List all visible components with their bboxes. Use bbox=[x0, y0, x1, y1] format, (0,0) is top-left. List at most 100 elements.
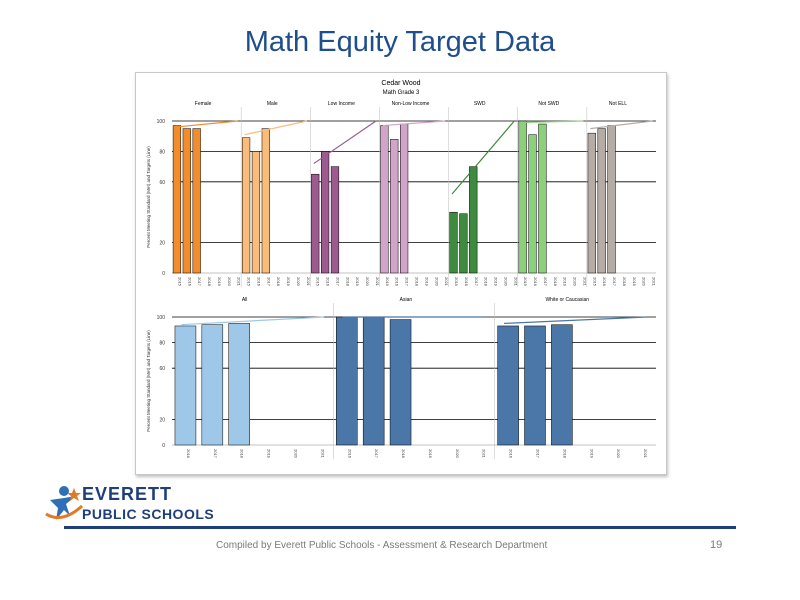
x-tick-label: 2017 bbox=[474, 277, 479, 287]
x-tick-label: 2019 bbox=[563, 277, 568, 287]
y-axis-label: Percent Meeting Standard (Met) and Targe… bbox=[146, 330, 151, 432]
target-line bbox=[181, 316, 324, 326]
x-tick-label: 2019 bbox=[267, 449, 272, 459]
x-tick-label: 2020 bbox=[296, 277, 301, 287]
logo-text-everett: EVERETT bbox=[82, 484, 173, 504]
bar bbox=[228, 323, 250, 446]
bar bbox=[174, 325, 197, 446]
x-tick-label: 2018 bbox=[345, 277, 350, 287]
x-tick-label: 2016 bbox=[395, 277, 400, 287]
x-tick-label: 2015 bbox=[177, 277, 182, 287]
x-tick-label: 2019 bbox=[355, 277, 360, 287]
x-tick-label: 2020 bbox=[227, 277, 232, 287]
bar bbox=[336, 316, 358, 446]
group-label: Female bbox=[195, 101, 212, 107]
x-tick-label: 2017 bbox=[612, 277, 617, 287]
x-tick-label: 2016 bbox=[533, 277, 538, 287]
x-tick-label: 2017 bbox=[335, 277, 340, 287]
x-tick-label: 2021 bbox=[237, 277, 242, 287]
x-tick-label: 2019 bbox=[424, 277, 429, 287]
bar bbox=[497, 325, 519, 446]
x-tick-label: 2015 bbox=[385, 277, 390, 287]
target-line bbox=[244, 120, 307, 136]
bar bbox=[201, 324, 224, 446]
x-tick-label: 2018 bbox=[240, 449, 245, 459]
group-label: White or Caucasian bbox=[545, 297, 589, 303]
x-tick-label: 2016 bbox=[464, 277, 469, 287]
x-tick-label: 2018 bbox=[415, 277, 420, 287]
x-tick-label: 2015 bbox=[592, 277, 597, 287]
bar bbox=[330, 166, 340, 274]
bar bbox=[518, 120, 527, 274]
x-tick-label: 2017 bbox=[197, 277, 202, 287]
y-tick-label: 100 bbox=[157, 119, 166, 125]
chart-subtitle: Math Grade 3 bbox=[383, 90, 420, 96]
group-label: Non-Low Income bbox=[392, 101, 430, 107]
x-tick-label: 2019 bbox=[589, 449, 594, 459]
x-tick-label: 2018 bbox=[276, 277, 281, 287]
y-tick-label: 100 bbox=[157, 315, 166, 321]
page-number: 19 bbox=[710, 539, 723, 551]
x-tick-label: 2017 bbox=[266, 277, 271, 287]
bar bbox=[469, 166, 478, 274]
bar bbox=[380, 125, 389, 274]
x-tick-label: 2020 bbox=[455, 449, 460, 459]
x-tick-label: 2020 bbox=[294, 449, 299, 459]
x-tick-label: 2018 bbox=[553, 277, 558, 287]
group-label: SWD bbox=[474, 101, 486, 107]
y-axis-label: Percent Meeting Standard (Met) and Targe… bbox=[146, 146, 151, 248]
y-tick-label: 60 bbox=[159, 366, 165, 372]
x-tick-label: 2016 bbox=[347, 449, 352, 459]
group-label: Not ELL bbox=[609, 101, 627, 107]
bar bbox=[449, 211, 458, 274]
x-tick-label: 2015 bbox=[247, 277, 252, 287]
x-tick-label: 2019 bbox=[494, 277, 499, 287]
x-tick-label: 2019 bbox=[428, 449, 433, 459]
bar bbox=[362, 316, 385, 446]
bar bbox=[389, 319, 412, 446]
chart-title: Cedar Wood bbox=[381, 80, 420, 87]
x-tick-label: 2016 bbox=[602, 277, 607, 287]
x-tick-label: 2019 bbox=[286, 277, 291, 287]
x-tick-label: 2020 bbox=[616, 449, 621, 459]
equity-chart-frame: Cedar Wood Math Grade 3 Percent Meeting St… bbox=[135, 72, 667, 475]
bar bbox=[182, 128, 191, 274]
x-tick-label: 2016 bbox=[326, 277, 331, 287]
bar bbox=[400, 123, 409, 274]
x-tick-label: 2018 bbox=[207, 277, 212, 287]
target-line bbox=[175, 120, 238, 128]
y-tick-label: 80 bbox=[159, 341, 165, 347]
target-line bbox=[521, 120, 584, 124]
x-tick-label: 2020 bbox=[503, 277, 508, 287]
bar bbox=[251, 151, 261, 274]
bar bbox=[551, 324, 573, 446]
bar bbox=[597, 128, 606, 274]
x-tick-label: 2021 bbox=[482, 449, 487, 459]
y-tick-label: 0 bbox=[162, 271, 165, 277]
bar bbox=[390, 138, 399, 274]
logo-text-public-schools: PUBLIC SCHOOLS bbox=[82, 506, 215, 522]
x-tick-label: 2019 bbox=[632, 277, 637, 287]
x-tick-label: 2018 bbox=[401, 449, 406, 459]
target-line bbox=[590, 120, 653, 130]
target-line bbox=[382, 120, 446, 127]
x-tick-label: 2021 bbox=[375, 277, 380, 287]
bar bbox=[607, 125, 616, 274]
x-tick-label: 2016 bbox=[186, 449, 191, 459]
equity-chart: Cedar Wood Math Grade 3 Percent Meeting St… bbox=[146, 80, 657, 459]
footer-divider bbox=[64, 526, 736, 529]
x-tick-label: 2021 bbox=[652, 277, 657, 287]
bar bbox=[192, 128, 201, 274]
x-tick-label: 2021 bbox=[513, 277, 518, 287]
page-title: Math Equity Target Data bbox=[244, 26, 556, 58]
bar bbox=[524, 325, 546, 446]
x-tick-label: 2020 bbox=[434, 277, 439, 287]
x-tick-label: 2017 bbox=[213, 449, 218, 459]
x-tick-label: 2016 bbox=[509, 449, 514, 459]
x-tick-label: 2015 bbox=[454, 277, 459, 287]
bar bbox=[587, 132, 596, 274]
x-tick-label: 2021 bbox=[320, 449, 325, 459]
group-label: Not SWD bbox=[538, 101, 559, 107]
group-label: Low Income bbox=[328, 101, 355, 107]
bar bbox=[261, 128, 270, 274]
